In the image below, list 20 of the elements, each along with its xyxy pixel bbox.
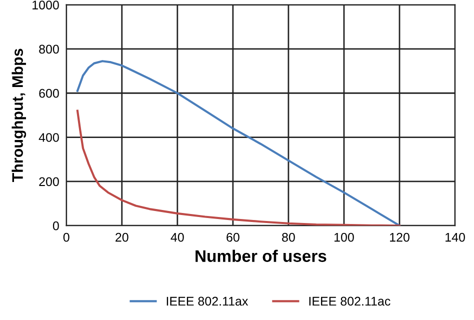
y-tick-label: 1000 [32, 0, 59, 10]
y-axis-title: Throughput, Mbps [12, 48, 26, 182]
x-tick-label: 60 [226, 232, 240, 242]
x-tick-label: 140 [446, 232, 465, 242]
x-axis-title: Number of users [196, 250, 326, 262]
x-tick-label: 40 [170, 232, 184, 242]
y-tick-label: 800 [39, 44, 59, 54]
x-tick-label: 120 [390, 232, 410, 242]
y-tick-label: 400 [38, 133, 59, 142]
x-tick-label: 20 [116, 232, 128, 242]
line-series [76, 60, 401, 226]
legend-label: IEEE 802.11ac [309, 296, 390, 306]
line-series [76, 110, 401, 226]
y-tick-label: 600 [39, 88, 59, 98]
x-tick-label: 100 [334, 232, 354, 242]
y-tick-label: 0 [52, 221, 59, 230]
legend-label: IEEE 802.11ax [166, 296, 248, 306]
x-tick-label: 80 [282, 232, 295, 242]
x-tick-label: 0 [63, 232, 70, 242]
y-tick-label: 200 [39, 177, 59, 186]
